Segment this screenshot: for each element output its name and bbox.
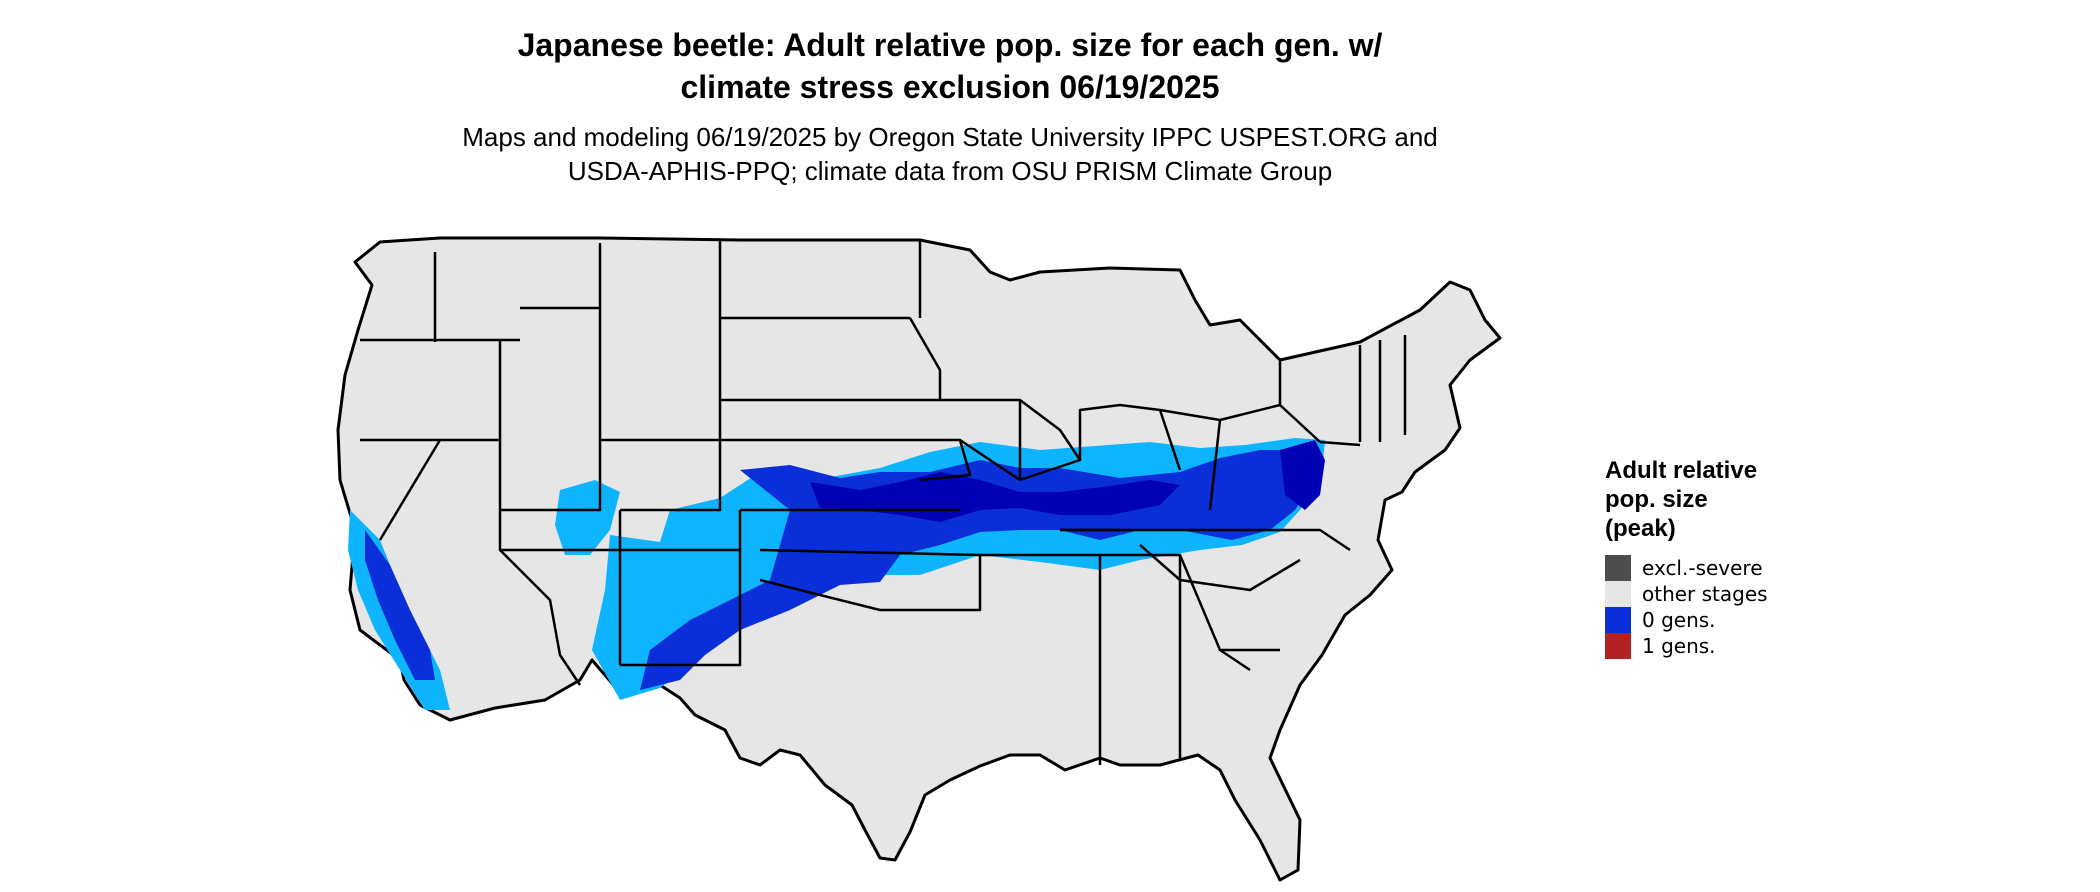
state-border	[433, 252, 502, 510]
legend-swatch	[1605, 607, 1631, 633]
title-line-1: Japanese beetle: Adult relative pop. siz…	[517, 27, 1383, 63]
legend-swatch	[1605, 555, 1631, 581]
legend-item-0-gens: 0 gens.	[1605, 607, 1768, 633]
state-border	[759, 548, 982, 612]
state-border	[1278, 360, 1361, 447]
state-border	[940, 398, 1082, 482]
state-border	[1220, 335, 1407, 652]
legend-title-line-3: (peak)	[1605, 515, 1676, 542]
medium-blue-zone-west	[365, 530, 435, 680]
legend-item-excl-severe: excl.-severe	[1605, 555, 1768, 581]
state-border	[360, 438, 500, 541]
state-border	[520, 243, 602, 440]
legend-item-other-stages: other stages	[1605, 581, 1768, 607]
legend-label: 1 gens.	[1642, 634, 1716, 658]
state-border	[620, 550, 742, 667]
light-blue-zone-utah	[555, 480, 620, 555]
legend-swatch	[1605, 581, 1631, 607]
legend-title: Adult relative pop. size (peak)	[1605, 456, 1768, 543]
legend-items: excl.-severe other stages 0 gens. 1 gens…	[1605, 555, 1768, 659]
title-line-2: climate stress exclusion 06/19/2025	[680, 69, 1220, 105]
legend-label: excl.-severe	[1642, 556, 1763, 580]
map-legend: Adult relative pop. size (peak) excl.-se…	[1605, 456, 1768, 659]
state-border	[720, 438, 972, 512]
state-border	[1018, 400, 1182, 480]
legend-swatch	[1605, 633, 1631, 659]
legend-label: other stages	[1642, 582, 1768, 606]
dark-blue-mid-atlantic	[1280, 440, 1325, 510]
subtitle-line-1: Maps and modeling 06/19/2025 by Oregon S…	[462, 122, 1438, 152]
legend-label: 0 gens.	[1642, 608, 1716, 632]
state-border	[1060, 528, 1351, 592]
state-borders	[360, 240, 1407, 765]
map-title: Japanese beetle: Adult relative pop. siz…	[0, 24, 1900, 108]
state-border	[500, 440, 602, 512]
state-border	[908, 240, 942, 402]
us-map	[336, 236, 1502, 882]
legend-title-line-2: pop. size	[1605, 486, 1708, 513]
subtitle-line-2: USDA-APHIS-PPQ; climate data from OSU PR…	[567, 156, 1333, 186]
state-border	[718, 240, 920, 440]
map-subtitle: Maps and modeling 06/19/2025 by Oregon S…	[0, 120, 1900, 188]
legend-title-line-1: Adult relative	[1605, 457, 1758, 484]
state-border	[1159, 403, 1321, 511]
legend-item-1-gens: 1 gens.	[1605, 633, 1768, 659]
